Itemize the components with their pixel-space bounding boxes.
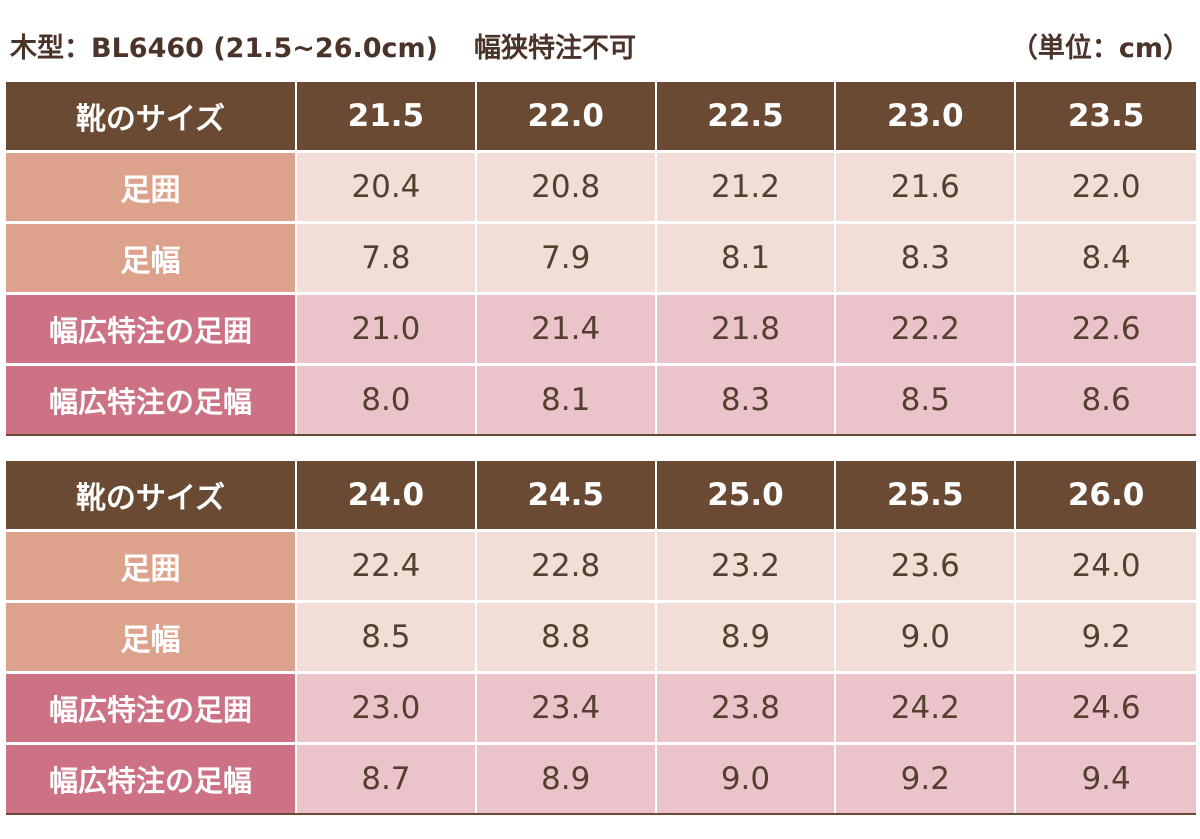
last-model-title: 木型：BL6460 (21.5~26.0cm)	[10, 33, 439, 64]
wide-girth-cell: 23.8	[656, 674, 837, 745]
wide-girth-cell: 23.4	[476, 674, 657, 745]
wide-girth-cell: 24.6	[1016, 674, 1196, 745]
size-cell: 22.5	[656, 82, 837, 153]
width-cell: 8.8	[476, 603, 657, 674]
row-label-size: 靴のサイズ	[6, 82, 297, 153]
width-cell: 8.9	[656, 603, 837, 674]
size-cell: 25.0	[656, 461, 837, 532]
size-table-2: 靴のサイズ 24.0 24.5 25.0 25.5 26.0 足囲 22.4 2…	[6, 461, 1196, 815]
girth-cell: 20.4	[297, 153, 477, 224]
size-cell: 21.5	[297, 82, 477, 153]
wide-girth-cell: 23.0	[297, 674, 477, 745]
width-cell: 8.3	[836, 224, 1017, 295]
wide-width-cell: 8.7	[297, 745, 477, 813]
title-bar: 木型：BL6460 (21.5~26.0cm) 幅狭特注不可 （単位：cm）	[10, 26, 1190, 70]
wide-girth-cell: 21.0	[297, 295, 477, 366]
girth-cell: 24.0	[1016, 532, 1196, 603]
size-table-1: 靴のサイズ 21.5 22.0 22.5 23.0 23.5 足囲 20.4 2…	[6, 82, 1196, 436]
size-row: 靴のサイズ 21.5 22.0 22.5 23.0 23.5	[6, 82, 1196, 153]
width-cell: 9.2	[1016, 603, 1196, 674]
girth-cell: 23.2	[656, 532, 837, 603]
size-cell: 24.0	[297, 461, 477, 532]
unit-label: （単位：cm）	[1010, 33, 1190, 64]
row-label-wide-width: 幅広特注の足幅	[6, 745, 297, 813]
row-label-girth: 足囲	[6, 153, 297, 224]
wide-girth-cell: 21.4	[476, 295, 657, 366]
width-cell: 7.8	[297, 224, 477, 295]
width-row: 足幅 7.8 7.9 8.1 8.3 8.4	[6, 224, 1196, 295]
girth-cell: 22.0	[1016, 153, 1196, 224]
size-row: 靴のサイズ 24.0 24.5 25.0 25.5 26.0	[6, 461, 1196, 532]
wide-width-cell: 8.0	[297, 366, 477, 434]
wide-width-cell: 8.5	[836, 366, 1017, 434]
wide-width-row: 幅広特注の足幅 8.7 8.9 9.0 9.2 9.4	[6, 745, 1196, 813]
wide-girth-cell: 24.2	[836, 674, 1017, 745]
girth-cell: 22.8	[476, 532, 657, 603]
wide-width-cell: 8.6	[1016, 366, 1196, 434]
girth-cell: 21.6	[836, 153, 1017, 224]
girth-row: 足囲 22.4 22.8 23.2 23.6 24.0	[6, 532, 1196, 603]
wide-girth-row: 幅広特注の足囲 23.0 23.4 23.8 24.2 24.6	[6, 674, 1196, 745]
wide-width-cell: 9.0	[656, 745, 837, 813]
row-label-size: 靴のサイズ	[6, 461, 297, 532]
width-cell: 8.4	[1016, 224, 1196, 295]
wide-girth-cell: 22.2	[836, 295, 1017, 366]
wide-width-cell: 8.9	[476, 745, 657, 813]
size-cell: 23.0	[836, 82, 1017, 153]
row-label-width: 足幅	[6, 603, 297, 674]
row-label-wide-girth: 幅広特注の足囲	[6, 295, 297, 366]
narrow-note: 幅狭特注不可	[474, 33, 637, 64]
width-cell: 8.1	[656, 224, 837, 295]
row-label-girth: 足囲	[6, 532, 297, 603]
girth-row: 足囲 20.4 20.8 21.2 21.6 22.0	[6, 153, 1196, 224]
girth-cell: 21.2	[656, 153, 837, 224]
girth-cell: 20.8	[476, 153, 657, 224]
row-label-width: 足幅	[6, 224, 297, 295]
wide-girth-cell: 22.6	[1016, 295, 1196, 366]
size-cell: 23.5	[1016, 82, 1196, 153]
wide-girth-cell: 21.8	[656, 295, 837, 366]
width-row: 足幅 8.5 8.8 8.9 9.0 9.2	[6, 603, 1196, 674]
size-cell: 26.0	[1016, 461, 1196, 532]
wide-width-cell: 8.1	[476, 366, 657, 434]
row-label-wide-girth: 幅広特注の足囲	[6, 674, 297, 745]
wide-width-cell: 9.2	[836, 745, 1017, 813]
row-label-wide-width: 幅広特注の足幅	[6, 366, 297, 434]
title-group: 木型：BL6460 (21.5~26.0cm) 幅狭特注不可	[10, 26, 636, 65]
wide-width-cell: 9.4	[1016, 745, 1196, 813]
width-cell: 7.9	[476, 224, 657, 295]
width-cell: 9.0	[836, 603, 1017, 674]
wide-width-row: 幅広特注の足幅 8.0 8.1 8.3 8.5 8.6	[6, 366, 1196, 434]
girth-cell: 23.6	[836, 532, 1017, 603]
width-cell: 8.5	[297, 603, 477, 674]
size-cell: 22.0	[476, 82, 657, 153]
size-cell: 25.5	[836, 461, 1017, 532]
wide-girth-row: 幅広特注の足囲 21.0 21.4 21.8 22.2 22.6	[6, 295, 1196, 366]
wide-width-cell: 8.3	[656, 366, 837, 434]
size-cell: 24.5	[476, 461, 657, 532]
girth-cell: 22.4	[297, 532, 477, 603]
